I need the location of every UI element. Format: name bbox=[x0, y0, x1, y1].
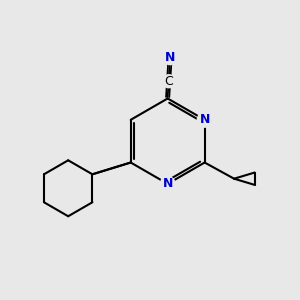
Circle shape bbox=[163, 50, 177, 64]
Circle shape bbox=[162, 75, 175, 88]
Text: N: N bbox=[163, 177, 173, 190]
Text: N: N bbox=[200, 113, 210, 126]
Circle shape bbox=[197, 112, 212, 127]
Circle shape bbox=[160, 176, 175, 191]
Text: C: C bbox=[164, 75, 173, 88]
Text: N: N bbox=[165, 51, 175, 64]
